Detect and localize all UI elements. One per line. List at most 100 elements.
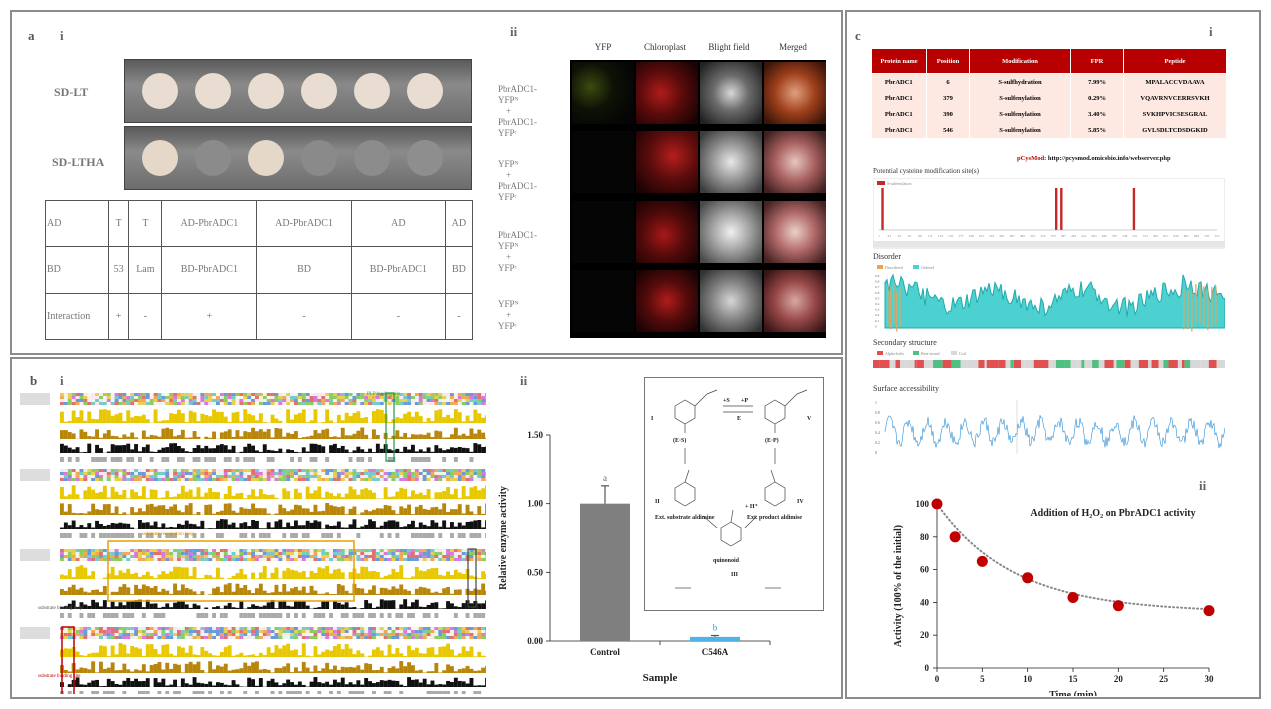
disorder-peak: [1183, 289, 1185, 330]
conservation-bar: [262, 654, 267, 657]
alignment-residue: [344, 633, 349, 636]
occupancy-bar: [149, 457, 154, 462]
occupancy-bar: [469, 533, 474, 538]
occupancy-bar: [286, 691, 291, 694]
disorder-peak: [1215, 285, 1217, 326]
quality-bar: [430, 507, 435, 515]
conservation-bar: [87, 653, 92, 657]
conservation-bar: [294, 649, 298, 657]
alignment-residue: [270, 475, 275, 478]
consensus-bar: [325, 681, 330, 687]
consensus-bar: [294, 601, 298, 609]
alignment-residue: [192, 558, 197, 561]
quality-bar: [418, 586, 423, 595]
alignment-residue: [333, 396, 337, 399]
quality-bar: [317, 593, 322, 595]
quality-bar: [87, 511, 92, 515]
alignment-residue: [481, 630, 486, 633]
alignment-residue: [95, 396, 99, 399]
alignment-residue: [169, 393, 174, 396]
conservation-bar: [325, 649, 330, 657]
alignment-residue: [387, 393, 392, 396]
alignment-residue: [87, 396, 92, 399]
conservation-bar: [239, 568, 244, 579]
alignment-residue: [352, 478, 357, 481]
consensus-bar: [79, 684, 84, 687]
alignment-residue: [418, 478, 423, 481]
alignment-residue: [411, 549, 415, 552]
occupancy-bar: [360, 613, 365, 618]
alignment-residue: [329, 549, 333, 552]
conservation-bar: [372, 492, 376, 499]
alignment-residue: [192, 393, 197, 396]
consensus-bar: [278, 519, 283, 529]
alignment-residue: [438, 399, 443, 402]
consensus-bar: [278, 448, 283, 453]
alignment-residue: [391, 627, 396, 630]
consensus-bar: [450, 447, 454, 453]
quality-bar: [255, 508, 259, 515]
consensus-bar: [266, 602, 271, 609]
alignment-residue: [266, 475, 271, 478]
consensus-bar: [169, 443, 174, 453]
alignment-residue: [243, 555, 248, 558]
alignment-residue: [364, 472, 369, 475]
site-tick-label: 353: [1040, 234, 1045, 238]
quality-bar: [450, 593, 454, 595]
alignment-residue: [223, 552, 228, 555]
conservation-bar: [290, 650, 294, 657]
alignment-residue: [91, 558, 96, 561]
conservation-bar: [134, 415, 138, 423]
conservation-bar: [368, 655, 372, 657]
alignment-residue: [87, 552, 92, 555]
alignment-residue: [227, 475, 232, 478]
alignment-residue: [356, 633, 361, 636]
occupancy-bar: [329, 691, 333, 694]
alignment-residue: [434, 636, 439, 639]
consensus-bar: [138, 599, 142, 609]
conservation-bar: [262, 494, 267, 499]
conservation-bar: [83, 420, 88, 423]
consensus-bar: [130, 449, 135, 453]
conservation-bar: [243, 498, 248, 499]
alignment-residue: [79, 478, 84, 481]
conservation-bar: [453, 488, 458, 499]
consensus-bar: [145, 599, 150, 609]
table-row: AD T T AD-PbrADC1 AD-PbrADC1 AD AD: [45, 199, 474, 248]
alignment-residue: [360, 630, 365, 633]
consensus-bar: [122, 523, 127, 529]
alignment-residue: [95, 549, 99, 552]
alignment-residue: [157, 630, 162, 633]
alignment-residue: [383, 472, 388, 475]
consensus-bar: [157, 449, 162, 453]
alignment-residue: [473, 469, 478, 472]
quality-bar: [407, 437, 411, 439]
quality-bar: [165, 427, 170, 439]
consensus-bar: [313, 520, 318, 529]
alignment-residue: [336, 399, 341, 402]
alignment-residue: [192, 396, 197, 399]
consensus-bar: [95, 444, 99, 453]
y-tick-label: 100: [916, 499, 930, 509]
alignment-residue: [383, 475, 388, 478]
conservation-bar: [418, 653, 423, 657]
alignment-residue: [333, 478, 337, 481]
conservation-bar: [375, 572, 380, 579]
quality-bar: [153, 663, 158, 673]
alignment-residue: [336, 472, 341, 475]
ss-track-title: Secondary structure: [873, 338, 937, 347]
alignment-residue: [434, 549, 439, 552]
alignment-residue: [321, 630, 326, 633]
consensus-bar: [71, 449, 76, 453]
inset-label: quinonoid: [713, 558, 740, 564]
pcysmod-url[interactable]: http://pcysmod.omicsbio.info/webserver.p…: [1047, 155, 1171, 162]
alignment-residue: [290, 472, 294, 475]
consensus-bar: [87, 682, 92, 687]
alignment-residue: [63, 402, 68, 405]
conservation-bar: [91, 418, 96, 423]
alignment-residue: [348, 558, 353, 561]
quality-bar: [102, 668, 107, 673]
site-tick-label: 617: [1163, 234, 1168, 238]
label-line: YFPᶜ: [498, 263, 517, 273]
consensus-bar: [340, 677, 345, 687]
